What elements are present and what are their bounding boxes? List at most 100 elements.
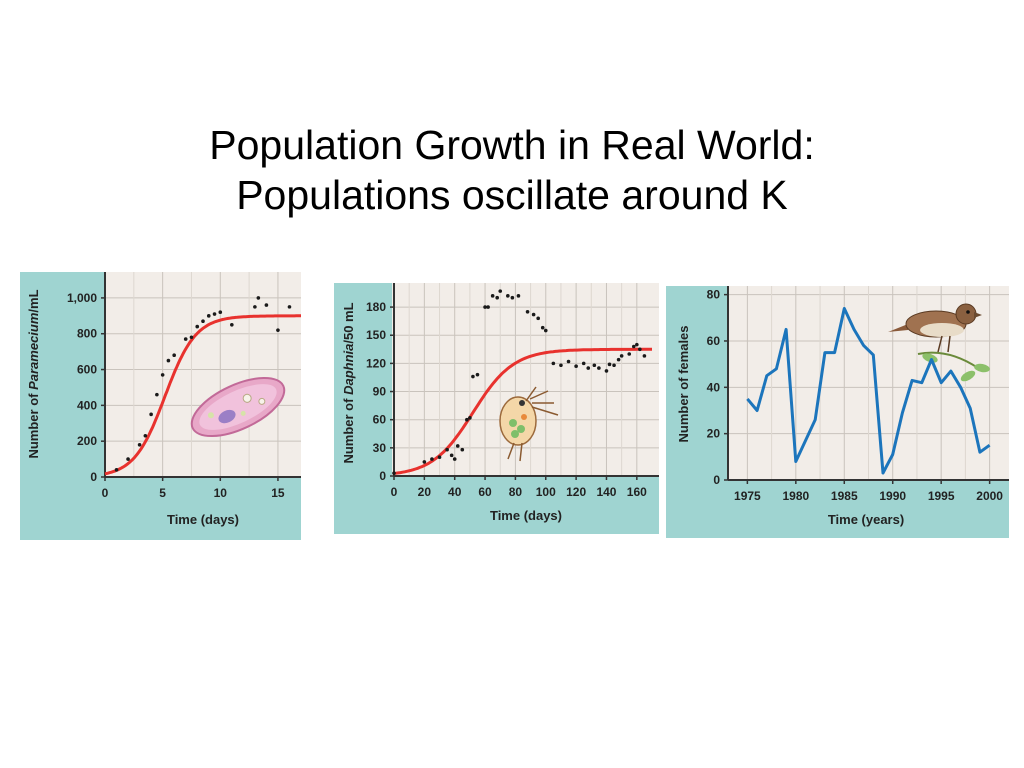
- data-point: [551, 361, 556, 366]
- data-point: [155, 392, 159, 397]
- x-tick-label: 160: [627, 485, 647, 499]
- x-tick-label: 140: [596, 485, 616, 499]
- x-tick-label: 1985: [831, 489, 858, 503]
- x-tick-label: 5: [159, 486, 166, 500]
- x-axis-label: Time (years): [828, 512, 904, 527]
- data-point: [635, 342, 639, 347]
- data-point: [510, 295, 515, 300]
- y-tick-label: 0: [90, 470, 97, 484]
- data-point: [627, 352, 632, 356]
- y-axis-label: Number of Paramecium/mL: [26, 289, 41, 458]
- data-point: [581, 361, 586, 366]
- y-axis-label-italic: Daphnia: [341, 344, 356, 395]
- y-axis-label-italic: Paramecium: [26, 312, 41, 390]
- x-tick-label: 80: [509, 485, 523, 499]
- axes: [390, 283, 659, 480]
- x-tick-label: 120: [566, 485, 586, 499]
- paramecium-chart: 0 5 10 15 0 200 400 600 800 1,000 Time (days) Num…: [20, 272, 301, 540]
- y-tick-label: 0: [379, 469, 386, 483]
- y-tick-label: 180: [366, 300, 386, 314]
- data-point: [531, 312, 536, 317]
- data-point: [195, 324, 200, 329]
- data-point: [143, 434, 148, 438]
- x-tick-label: 1995: [928, 489, 955, 503]
- tick-labels: 0 5 10 15 0 200 400 600 800 1,000: [67, 291, 285, 500]
- female-count-line: [746, 307, 991, 475]
- data-point: [490, 294, 495, 298]
- y-axis-label: Number of Daphnia/50 mL: [341, 302, 356, 463]
- plot-area: [392, 283, 659, 476]
- data-point: [498, 289, 503, 293]
- y-tick-label: 200: [77, 434, 97, 448]
- data-point: [525, 309, 530, 314]
- paramecium-panel: 0 5 10 15 0 200 400 600 800 1,000 Time (days) Num…: [20, 272, 301, 540]
- data-point: [592, 363, 597, 368]
- y-axis-label-prefix: Number of: [26, 390, 41, 459]
- data-point: [604, 369, 609, 373]
- y-tick-label: 150: [366, 328, 386, 342]
- data-point: [465, 417, 469, 422]
- data-point: [422, 460, 427, 464]
- y-tick-label: 80: [707, 288, 721, 302]
- data-point: [495, 295, 499, 300]
- sparrow-illustration: [888, 303, 990, 382]
- data-point: [183, 337, 188, 341]
- tick-labels: 0 20 40 60 80 100 120 140 160 0 30 60 90 120 150 180: [366, 300, 647, 499]
- data-point: [172, 353, 176, 358]
- data-point: [114, 468, 119, 472]
- daphnia-chart: 0 20 40 60 80 100 120 140 160 0 30 60 90 120 150 180 Ti…: [334, 283, 659, 534]
- data-point: [642, 354, 647, 358]
- data-point: [445, 447, 449, 452]
- data-point: [212, 312, 217, 316]
- y-tick-label: 30: [373, 441, 387, 455]
- title-line-2: Populations oscillate around K: [236, 172, 788, 218]
- data-point: [486, 305, 490, 309]
- data-point: [612, 363, 616, 368]
- data-point: [483, 305, 487, 309]
- data-point: [230, 322, 234, 327]
- x-tick-label: 0: [102, 486, 109, 500]
- daphnia-panel: 0 20 40 60 80 100 120 140 160 0 30 60 90 120 150 180 Ti…: [334, 283, 659, 534]
- y-tick-label: 40: [707, 380, 721, 394]
- data-point: [455, 444, 460, 448]
- data-point: [460, 447, 465, 452]
- data-point: [559, 363, 563, 368]
- logistic-curve: [104, 314, 301, 476]
- y-tick-label: 1,000: [67, 291, 97, 305]
- data-point: [516, 294, 521, 298]
- data-point: [149, 412, 153, 417]
- data-point: [631, 344, 636, 349]
- y-axis-label: Number of females: [676, 325, 691, 442]
- x-tick-label: 15: [271, 486, 285, 500]
- y-axis-label-suffix: /50 mL: [341, 302, 356, 343]
- tick-labels: 1975 1980 1985 1990 1995 2000 0 20 40 60 80: [707, 288, 1004, 503]
- data-point: [471, 374, 475, 379]
- data-point: [189, 335, 194, 340]
- data-point: [430, 457, 434, 461]
- daphnia-illustration: [499, 386, 559, 462]
- data-point: [506, 294, 510, 298]
- data-point: [287, 305, 292, 309]
- y-tick-label: 60: [373, 413, 387, 427]
- data-points: [392, 289, 647, 475]
- title-line-1: Population Growth in Real World:: [209, 122, 815, 168]
- x-tick-label: 60: [478, 485, 492, 499]
- x-axis-label: Time (days): [167, 512, 239, 527]
- data-point: [607, 362, 612, 367]
- data-point: [201, 319, 205, 323]
- y-tick-label: 20: [707, 427, 721, 441]
- x-axis-label: Time (days): [490, 508, 562, 523]
- sparrow-panel: 1975 1980 1985 1990 1995 2000 0 20 40 60 80 Time (…: [666, 286, 1009, 538]
- data-point: [468, 416, 472, 420]
- y-tick-label: 90: [373, 385, 387, 399]
- y-tick-label: 120: [366, 356, 386, 370]
- data-point: [126, 457, 130, 461]
- logistic-curve: [393, 347, 652, 475]
- paramecium-illustration: [190, 376, 286, 438]
- data-point: [574, 364, 578, 368]
- x-tick-label: 1980: [782, 489, 809, 503]
- x-tick-label: 1975: [734, 489, 761, 503]
- y-tick-label: 400: [77, 398, 97, 412]
- y-axis-label-suffix: /mL: [26, 289, 41, 312]
- data-points: [114, 296, 292, 472]
